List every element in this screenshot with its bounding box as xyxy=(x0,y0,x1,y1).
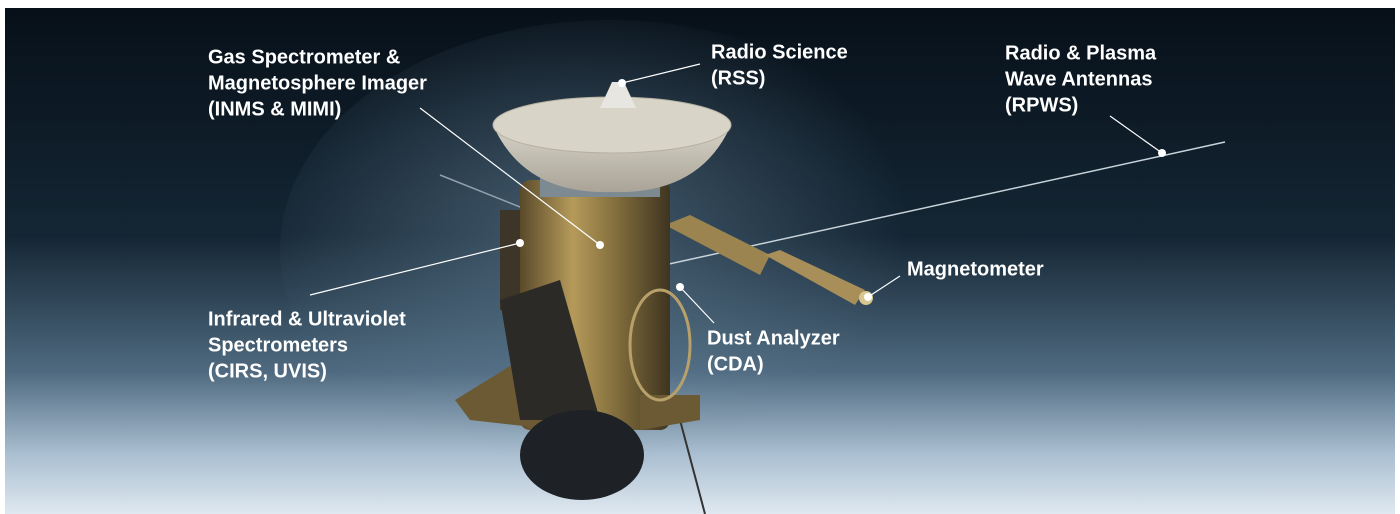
antenna xyxy=(659,141,1226,267)
label-text: (RPWS) xyxy=(1005,94,1078,116)
feed xyxy=(600,82,636,108)
thruster xyxy=(640,395,700,430)
leader-dot xyxy=(864,293,872,301)
leader-line xyxy=(867,275,901,298)
label-text: Radio & Plasma xyxy=(1005,42,1157,64)
leader-dot xyxy=(1158,149,1166,157)
leader-dot xyxy=(676,283,684,291)
label-text: Magnetosphere Imager xyxy=(208,72,427,94)
leader-dot xyxy=(516,239,524,247)
label-text: (RSS) xyxy=(711,67,765,89)
shield xyxy=(500,280,600,420)
ring xyxy=(628,288,692,402)
label-text: Radio Science xyxy=(711,41,848,63)
labels: Gas Spectrometer & Magnetosphere Imager (I… xyxy=(208,41,1166,382)
label-text: (CDA) xyxy=(707,353,764,375)
leader-dot xyxy=(618,79,626,87)
leader-line xyxy=(419,107,601,246)
boom xyxy=(665,215,770,275)
probe-sphere xyxy=(520,410,644,500)
label-text: Spectrometers xyxy=(208,334,348,356)
leader-dot xyxy=(596,241,604,249)
label-text: Infrared & Ultraviolet xyxy=(208,308,406,330)
label-text: (CIRS, UVIS) xyxy=(208,360,327,382)
boom xyxy=(765,250,865,305)
antenna xyxy=(679,419,706,514)
label-text: (INMS & MIMI) xyxy=(208,98,341,120)
leader-line xyxy=(1109,115,1163,154)
leader-line xyxy=(679,286,715,324)
label-text: Magnetometer xyxy=(907,258,1044,280)
label-text: Wave Antennas xyxy=(1005,68,1152,90)
leader-line xyxy=(309,242,521,296)
leader-line xyxy=(621,63,701,84)
label-text: Dust Analyzer xyxy=(707,327,840,349)
label-text: Gas Spectrometer & xyxy=(208,46,400,68)
scene xyxy=(5,8,1395,514)
